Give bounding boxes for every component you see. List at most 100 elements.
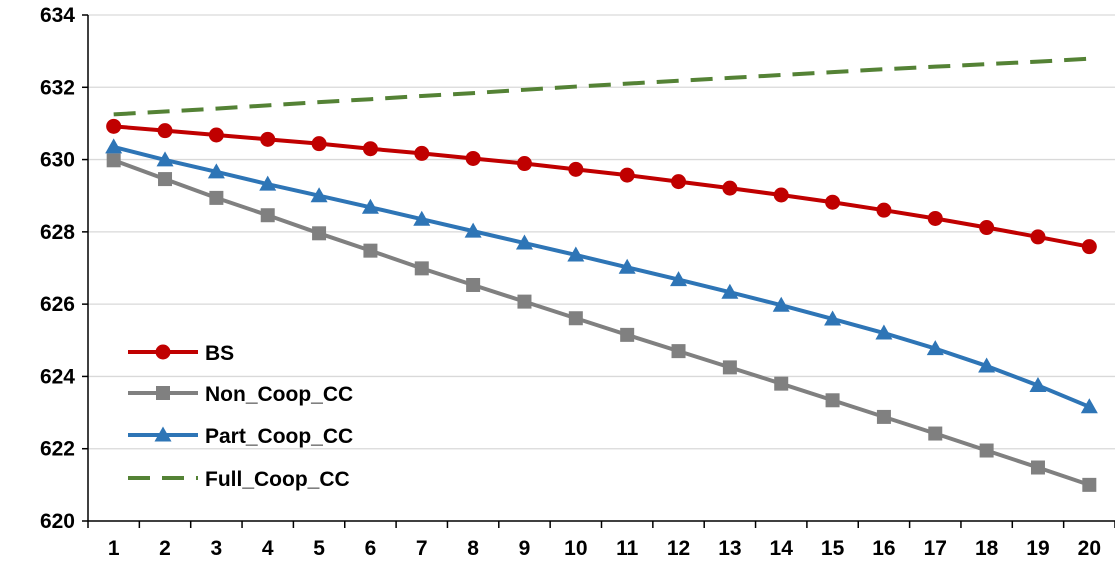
- x-tick-label-18: 18: [975, 537, 999, 560]
- data-point-non-coop-cc-12: [671, 344, 686, 359]
- data-point-bs-17: [927, 210, 943, 226]
- data-point-bs-5: [311, 136, 327, 152]
- legend-label-non-coop-cc: Non_Coop_CC: [205, 383, 353, 406]
- x-tick-label-4: 4: [262, 537, 274, 560]
- data-point-bs-20: [1081, 239, 1097, 255]
- gridlines: [88, 14, 1115, 450]
- data-point-non-coop-cc-5: [312, 226, 327, 241]
- data-point-bs-12: [671, 174, 687, 190]
- data-point-bs-9: [516, 156, 532, 172]
- data-point-part-coop-cc-4: [259, 175, 277, 191]
- data-point-non-coop-cc-15: [825, 393, 840, 408]
- data-point-part-coop-cc-3: [207, 163, 225, 179]
- y-tick-label-628: 628: [40, 221, 75, 244]
- legend-item-full-coop-cc: Full_Coop_CC: [128, 468, 350, 491]
- series-line-part-coop-cc: [113, 144, 1091, 409]
- y-tick-label-624: 624: [40, 365, 75, 388]
- legend-label-part-coop-cc: Part_Coop_CC: [205, 425, 353, 448]
- data-point-non-coop-cc-18: [979, 443, 994, 458]
- legend-marker-non-coop-cc: [156, 386, 170, 400]
- legend-item-bs: BS: [128, 342, 234, 365]
- x-tick-label-19: 19: [1026, 537, 1049, 560]
- data-point-part-coop-cc-16: [875, 324, 893, 340]
- data-point-bs-4: [260, 131, 276, 147]
- data-point-bs-10: [568, 161, 584, 177]
- axes: [82, 14, 1115, 528]
- data-point-non-coop-cc-6: [363, 243, 378, 258]
- data-point-non-coop-cc-19: [1030, 460, 1045, 475]
- data-point-bs-1: [106, 118, 122, 134]
- data-point-non-coop-cc-16: [876, 409, 891, 424]
- x-tick-label-15: 15: [821, 537, 845, 560]
- series-part-coop-cc: [105, 138, 1098, 414]
- data-point-bs-14: [773, 187, 789, 203]
- data-point-non-coop-cc-1: [106, 153, 121, 168]
- data-point-part-coop-cc-18: [978, 357, 996, 373]
- data-point-non-coop-cc-14: [774, 376, 789, 391]
- x-tick-label-20: 20: [1078, 537, 1101, 560]
- data-point-non-coop-cc-3: [209, 190, 224, 205]
- data-point-non-coop-cc-2: [158, 172, 173, 187]
- series-full-coop-cc: [113, 56, 1090, 117]
- data-point-part-coop-cc-13: [721, 283, 739, 299]
- y-tick-label-630: 630: [40, 149, 75, 172]
- data-point-non-coop-cc-8: [466, 277, 481, 292]
- data-point-bs-7: [414, 145, 430, 161]
- legend-item-non-coop-cc: Non_Coop_CC: [128, 383, 353, 406]
- y-tick-label-634: 634: [40, 4, 75, 27]
- data-point-part-coop-cc-8: [464, 222, 482, 238]
- x-tick-label-16: 16: [872, 537, 895, 560]
- y-tick-label-620: 620: [40, 510, 75, 533]
- series-bs: [106, 118, 1097, 255]
- x-tick-label-1: 1: [108, 537, 120, 560]
- data-point-part-coop-cc-7: [413, 210, 431, 226]
- legend-item-part-coop-cc: Part_Coop_CC: [128, 425, 353, 448]
- legend-label-full-coop-cc: Full_Coop_CC: [205, 468, 350, 491]
- data-point-part-coop-cc-15: [824, 310, 842, 326]
- x-tick-label-7: 7: [416, 537, 428, 560]
- x-tick-label-17: 17: [924, 537, 947, 560]
- data-point-bs-16: [876, 202, 892, 218]
- data-point-part-coop-cc-17: [926, 340, 944, 356]
- x-tick-label-11: 11: [616, 537, 639, 560]
- series-line-bs: [113, 124, 1090, 249]
- legend-label-bs: BS: [205, 342, 234, 365]
- data-point-part-coop-cc-11: [618, 258, 636, 274]
- legend-marker-part-coop-cc: [154, 426, 172, 442]
- x-tick-label-6: 6: [365, 537, 377, 560]
- data-point-bs-8: [465, 150, 481, 166]
- data-point-part-coop-cc-20: [1080, 398, 1098, 414]
- data-point-part-coop-cc-10: [567, 246, 585, 262]
- data-point-part-coop-cc-19: [1029, 376, 1047, 392]
- data-point-bs-2: [157, 123, 173, 139]
- series-line-non-coop-cc: [112, 158, 1090, 487]
- data-point-part-coop-cc-12: [670, 271, 688, 287]
- x-tick-label-8: 8: [467, 537, 479, 560]
- data-point-part-coop-cc-14: [772, 296, 790, 312]
- data-point-bs-18: [979, 220, 995, 236]
- x-tick-label-9: 9: [519, 537, 531, 560]
- data-point-bs-3: [208, 127, 224, 143]
- data-point-non-coop-cc-7: [414, 261, 429, 276]
- data-point-non-coop-cc-9: [517, 294, 532, 309]
- series-line-full-coop-cc: [113, 56, 1090, 117]
- y-tick-label-632: 632: [40, 76, 75, 99]
- data-point-part-coop-cc-6: [361, 198, 379, 214]
- data-point-non-coop-cc-20: [1082, 477, 1097, 492]
- y-tick-label-622: 622: [40, 438, 75, 461]
- data-point-non-coop-cc-4: [260, 208, 275, 223]
- data-point-non-coop-cc-17: [928, 426, 943, 441]
- legend-marker-bs: [155, 344, 171, 360]
- data-point-non-coop-cc-13: [722, 360, 737, 375]
- data-point-bs-15: [825, 194, 841, 210]
- x-tick-label-5: 5: [313, 537, 325, 560]
- data-point-bs-19: [1030, 229, 1046, 245]
- data-point-bs-13: [722, 180, 738, 196]
- x-tick-label-3: 3: [211, 537, 223, 560]
- data-point-bs-6: [362, 141, 378, 157]
- x-tick-label-12: 12: [667, 537, 690, 560]
- series-non-coop-cc: [106, 153, 1097, 492]
- x-tick-label-2: 2: [159, 537, 171, 560]
- x-tick-label-10: 10: [564, 537, 587, 560]
